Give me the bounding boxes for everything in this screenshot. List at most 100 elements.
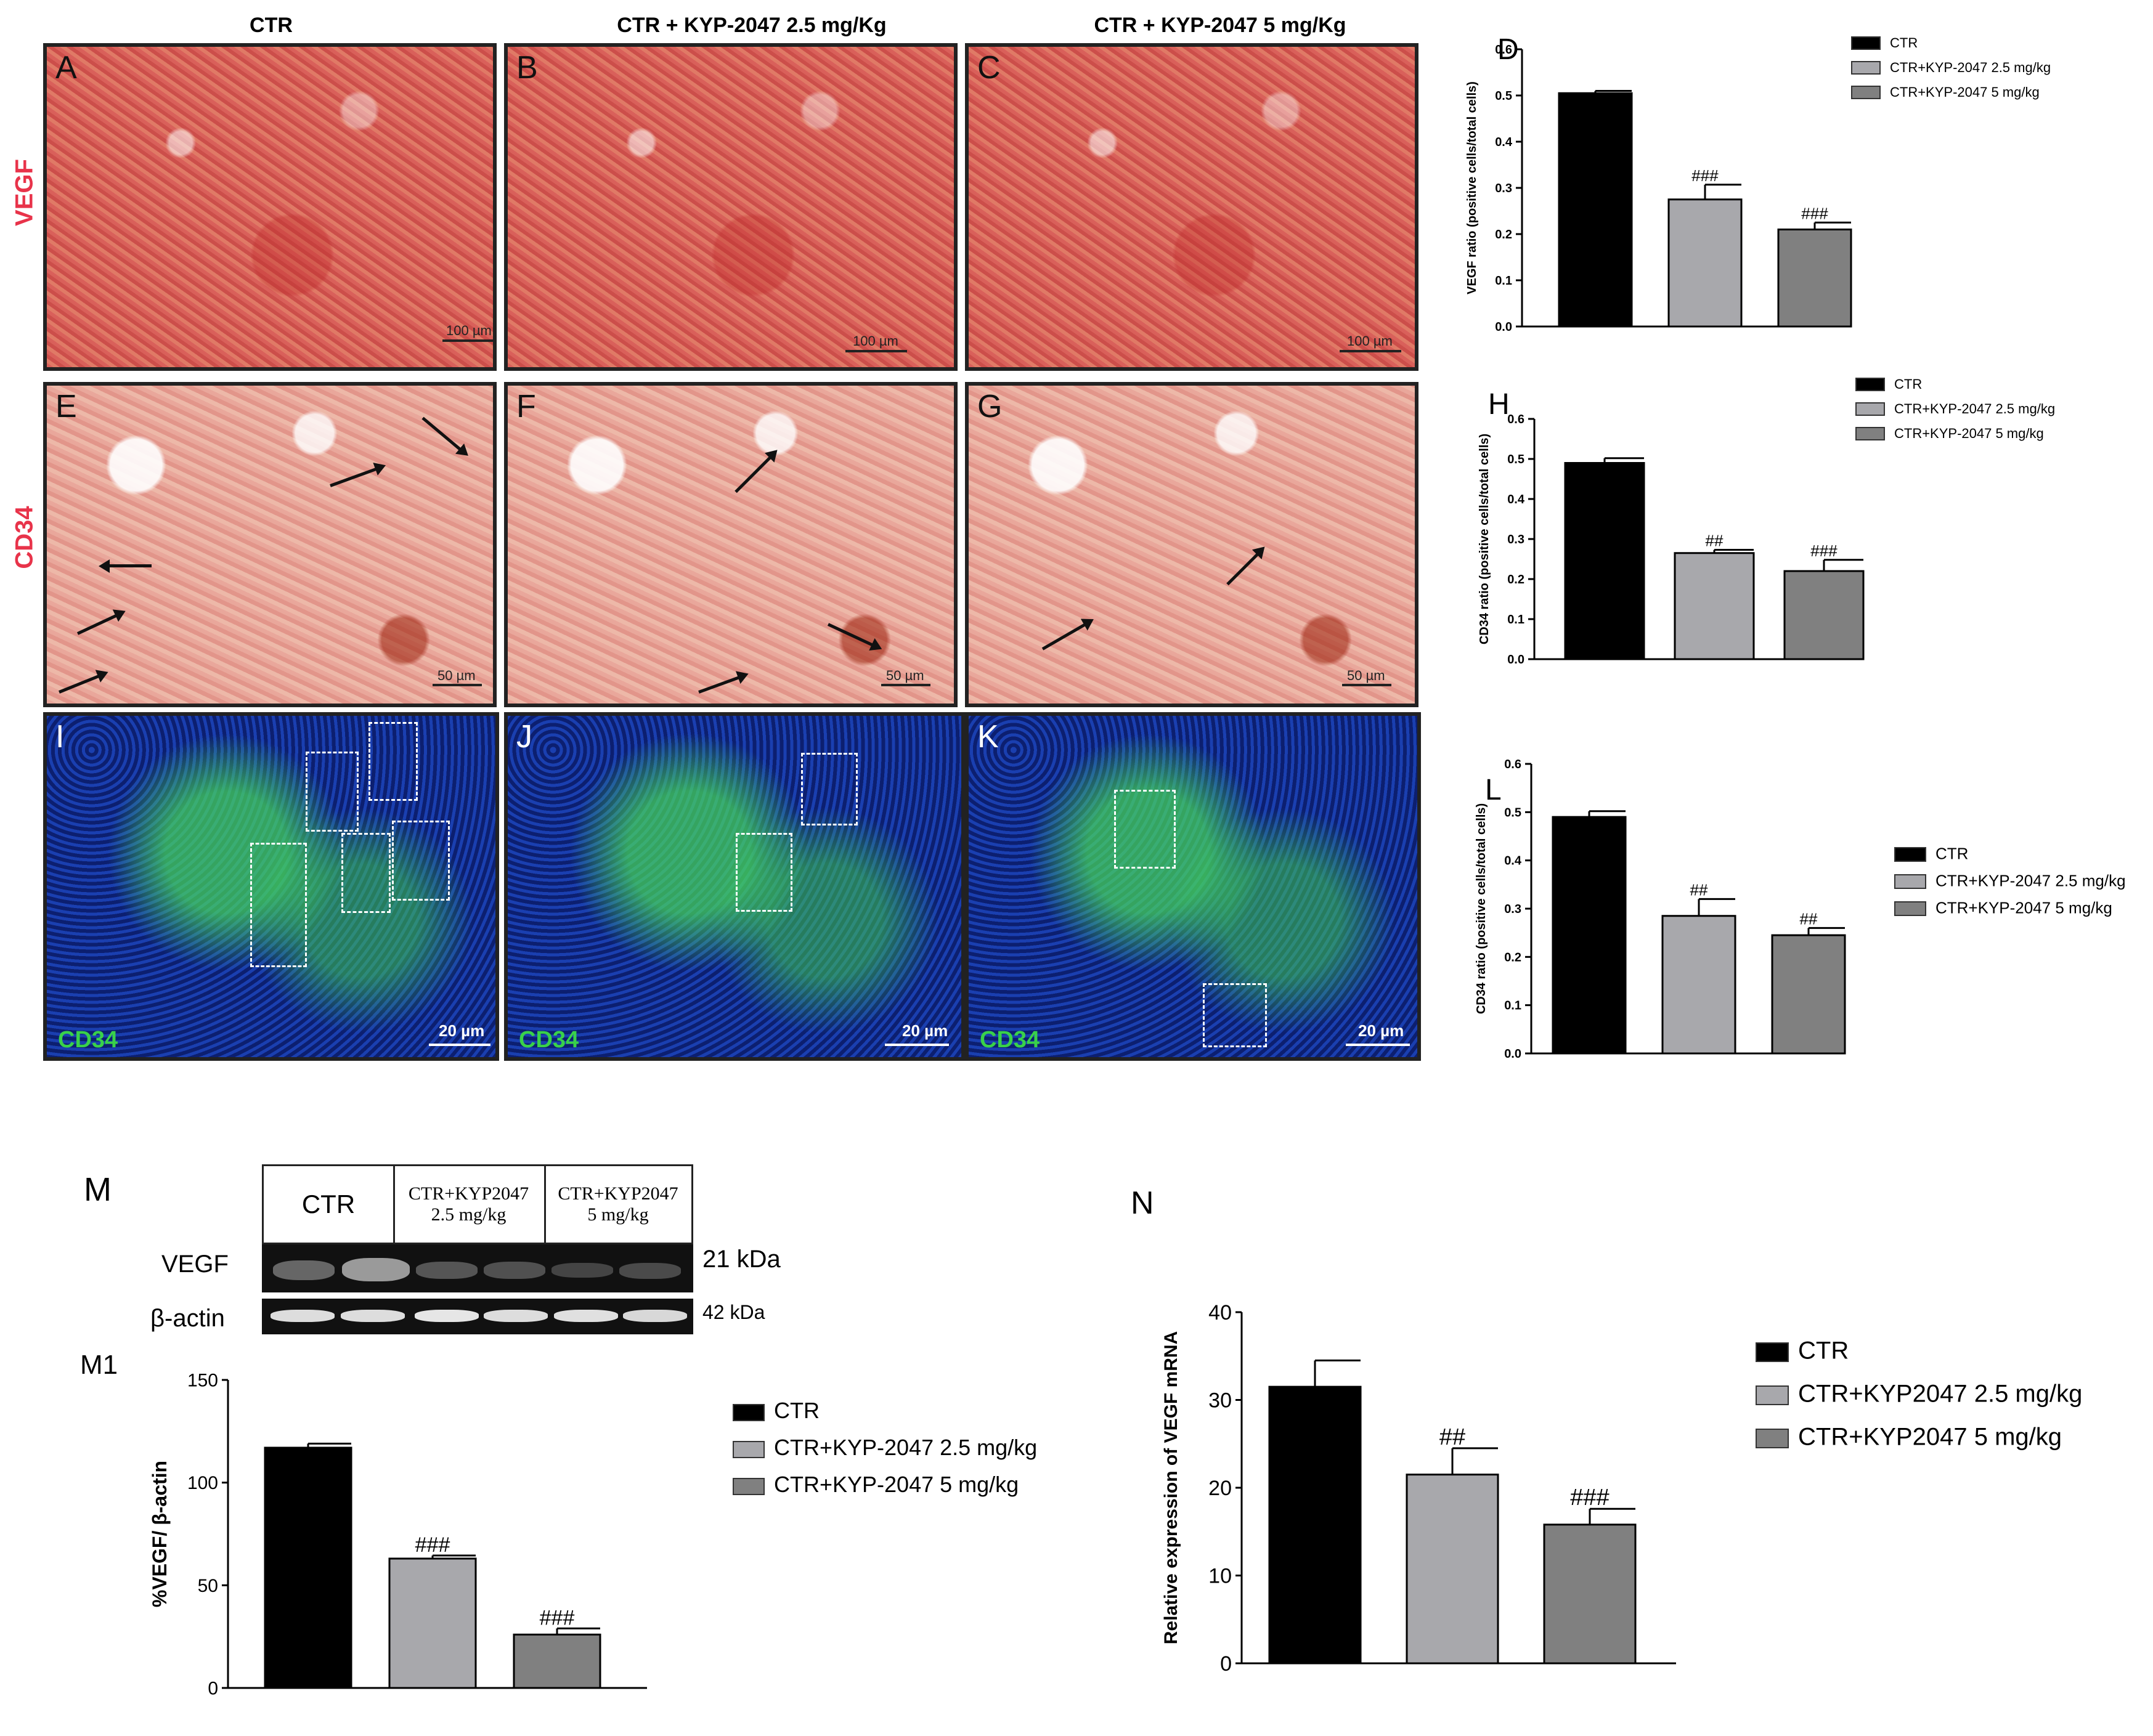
y-tick-label: 0.4 (1495, 136, 1513, 149)
panel-a-image: A 100 µm (43, 43, 497, 371)
arrow-marker (827, 623, 879, 649)
blot-group-label: CTR+KYP2047 2.5 mg/kg (408, 1183, 529, 1225)
y-axis-label: CD34 ratio (positive cells/total cells) (1475, 803, 1488, 1014)
legend-label: CTR+KYP-2047 2.5 mg/kg (1890, 60, 2051, 75)
scale-label: 50 µm (1347, 668, 1385, 683)
y-tick-label: 0.2 (1504, 951, 1521, 964)
y-tick-label: 0.4 (1507, 493, 1525, 506)
panel-letter-m1: M1 (80, 1350, 118, 1380)
scale-bar (442, 339, 493, 342)
blot-band (342, 1258, 410, 1281)
y-tick-label: 0.4 (1504, 854, 1522, 868)
legend-label: CTR+KYP-2047 5 mg/kg (774, 1472, 1019, 1497)
vessel-highlight-box (306, 752, 359, 832)
significance-label: ### (1810, 541, 1838, 560)
panel-letter-g: G (977, 389, 1003, 424)
bar (1771, 934, 1846, 1055)
scale-bar (1342, 684, 1391, 686)
bar (1268, 1385, 1362, 1665)
blot-band (273, 1260, 335, 1280)
y-tick-label: 0.5 (1495, 89, 1512, 103)
y-axis-label: Relative expression of VEGF mRNA (1161, 1331, 1181, 1644)
legend-label: CTR+KYP2047 2.5 mg/kg (1798, 1381, 2082, 1408)
blot-band (484, 1310, 548, 1322)
if-stain-label: CD34 (519, 1027, 579, 1053)
significance-label: ### (415, 1533, 450, 1557)
vessel-highlight-box (368, 722, 418, 801)
legend-label: CTR (1890, 35, 1918, 51)
bar (1543, 1523, 1637, 1665)
blot-band (551, 1263, 613, 1278)
panel-letter-d: D (1497, 33, 1519, 66)
y-tick-label: 100 (187, 1473, 218, 1493)
legend-swatch (1894, 901, 1926, 916)
if-stain-label: CD34 (58, 1027, 118, 1053)
bar (1406, 1474, 1499, 1665)
panel-letter-a: A (55, 50, 77, 86)
blot-group-dose-high: CTR+KYP2047 5 mg/kg (544, 1166, 692, 1243)
scale-label: 20 µm (439, 1021, 485, 1040)
blot-group-dose-low: CTR+KYP2047 2.5 mg/kg (393, 1166, 546, 1243)
y-tick-label: 10 (1208, 1564, 1232, 1588)
scale-bar (429, 1044, 490, 1046)
legend-swatch (1851, 36, 1881, 50)
arrow-marker (1041, 620, 1092, 651)
legend-label: CTR (1894, 376, 1922, 392)
scale-bar (1346, 1044, 1410, 1046)
blot-strip-vegf (262, 1244, 693, 1292)
scale-label: 20 µm (1358, 1021, 1404, 1040)
y-tick-label: 0.6 (1507, 413, 1524, 426)
y-tick-label: 20 (1208, 1477, 1232, 1500)
blot-group-ctr: CTR (264, 1166, 395, 1243)
legend-swatch (1894, 847, 1926, 862)
column-title-ctr: CTR (250, 14, 293, 37)
legend-swatch (1855, 378, 1885, 391)
panel-letter-i: I (55, 719, 65, 755)
vessel-highlight-box (736, 833, 792, 912)
row-label-vegf: VEGF (10, 159, 38, 226)
panel-j-image: J CD34 20 µm (504, 712, 965, 1061)
bar (1564, 462, 1645, 660)
bar (1552, 816, 1627, 1055)
y-tick-label: 0.6 (1495, 43, 1512, 57)
vessel-highlight-box (1203, 983, 1267, 1047)
panel-letter-h: H (1488, 388, 1510, 421)
panel-letter-m: M (84, 1171, 112, 1208)
panel-letter-f: F (516, 389, 536, 424)
blot-size-actin: 42 kDa (702, 1301, 765, 1323)
significance-label: ## (1800, 909, 1818, 928)
significance-label: ### (1570, 1485, 1609, 1511)
vessel-highlight-box (250, 843, 307, 967)
legend-swatch (733, 1404, 765, 1421)
blot-band (271, 1310, 335, 1322)
panel-letter-j: J (516, 719, 532, 755)
panel-letter-k: K (977, 719, 999, 755)
panel-letter-b: B (516, 50, 538, 86)
y-tick-label: 0.3 (1504, 902, 1521, 916)
legend-label: CTR+KYP-2047 5 mg/kg (1935, 899, 2112, 917)
scale-bar (845, 350, 907, 352)
chart-d: D 0.0 0.1 0.2 0.3 0.4 0.5 0.6 VEGF ratio (positi… (1465, 33, 2051, 334)
vessel-highlight-box (801, 753, 858, 825)
blot-group-label: CTR (301, 1190, 356, 1219)
panel-g-image: G 50 µm (965, 382, 1418, 707)
legend-swatch (1855, 402, 1885, 416)
panel-c-image: C 100 µm (965, 43, 1418, 371)
y-tick-label: 0.3 (1495, 182, 1512, 195)
blot-band (554, 1310, 618, 1322)
blot-band (415, 1310, 479, 1322)
chart-l: L 0.0 0.1 0.2 0.3 0.4 0.5 0.6 CD34 ratio (positi… (1475, 758, 2126, 1061)
legend-swatch (1756, 1385, 1789, 1405)
legend-label: CTR+KYP-2047 2.5 mg/kg (1935, 872, 2126, 890)
legend-swatch (733, 1441, 765, 1458)
panel-letter-c: C (977, 50, 1001, 86)
arrow-marker (735, 452, 776, 493)
scale-label: 100 µm (1347, 333, 1393, 349)
y-tick-label: 0 (208, 1679, 218, 1699)
bar (1661, 915, 1736, 1055)
y-tick-label: 0.6 (1504, 758, 1521, 771)
significance-label: ## (1706, 532, 1724, 550)
arrow-marker (421, 416, 466, 455)
scale-bar (885, 1044, 949, 1046)
significance-label: ## (1439, 1424, 1465, 1450)
